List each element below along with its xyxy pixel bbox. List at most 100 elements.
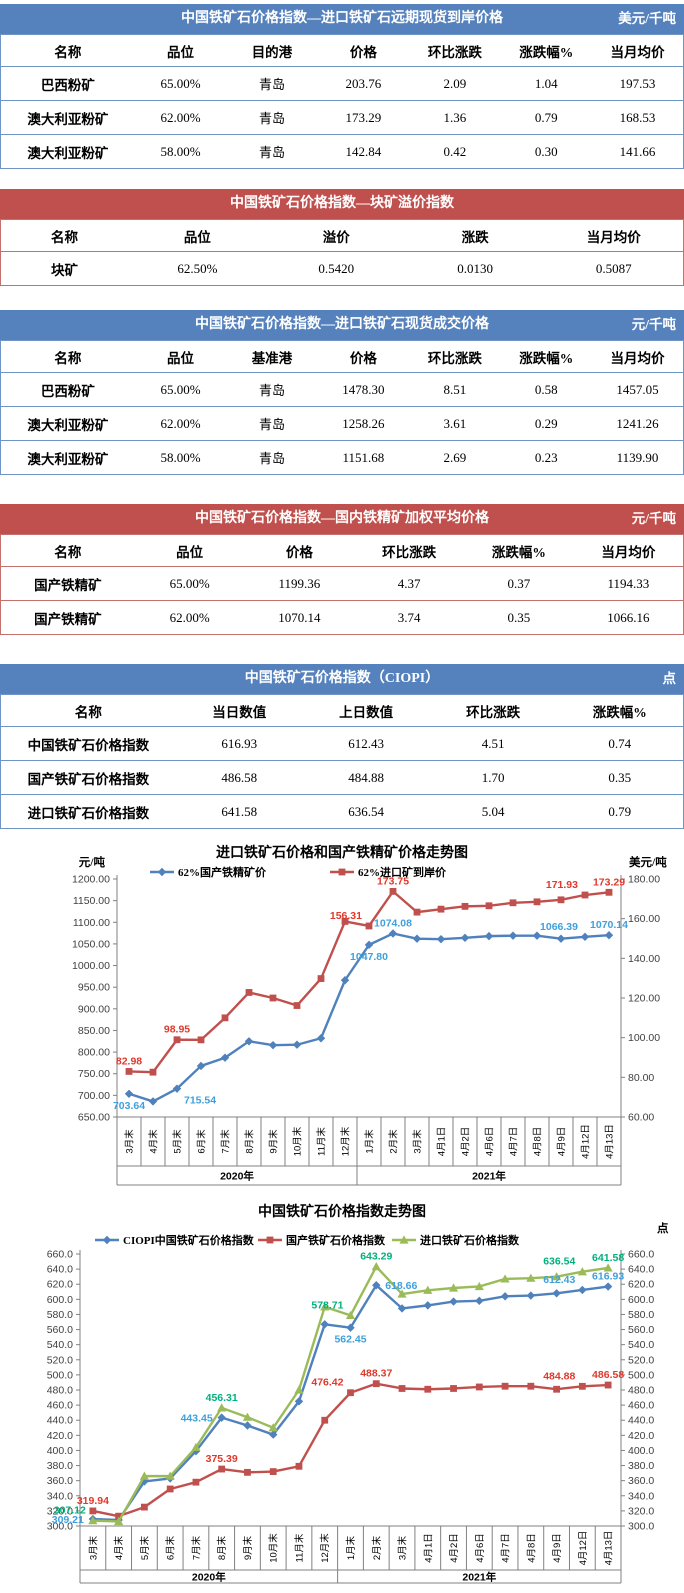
y-axis-tick-label: 900.00 xyxy=(78,1003,110,1015)
data-point-marker xyxy=(604,930,614,940)
data-point-marker xyxy=(245,989,253,996)
value-cell: 0.35 xyxy=(463,600,574,635)
value-cell: 0.79 xyxy=(556,794,684,829)
y-axis-tick-label: 750.00 xyxy=(78,1068,110,1080)
y-axis-tick-label: 620.0 xyxy=(47,1279,73,1291)
value-cell: 1070.14 xyxy=(244,600,355,635)
data-point-marker xyxy=(423,1285,433,1294)
data-point-marker xyxy=(551,1272,562,1281)
table-unit: 元/千吨 xyxy=(631,317,676,332)
y-axis-tick-label: 180.00 xyxy=(628,874,660,886)
data-point-marker xyxy=(475,1383,483,1391)
y-axis-tick-label: 440.0 xyxy=(628,1415,654,1427)
table-row: 国产铁精矿 62.00% 1070.14 3.74 0.35 1066.16 xyxy=(0,600,684,635)
column-header: 当月均价 xyxy=(544,219,684,252)
series-line xyxy=(92,1382,609,1518)
legend-item: 62%国产铁精矿价 xyxy=(150,865,267,879)
data-label: 375.39 xyxy=(206,1453,238,1465)
value-cell: 2.69 xyxy=(409,440,501,475)
x-axis-category-label: 4月末 xyxy=(148,1129,160,1154)
value-cell: 65.00% xyxy=(160,75,201,91)
x-axis-category-label: 6月末 xyxy=(196,1129,208,1154)
value-cell: 203.76 xyxy=(345,75,382,91)
y-axis-tick-label: 360.0 xyxy=(628,1475,654,1487)
x-axis-category-label: 9月末 xyxy=(268,1129,280,1154)
data-point-marker xyxy=(347,1389,354,1397)
value-cell: 62.50% xyxy=(177,260,218,276)
series-line xyxy=(128,890,610,1074)
y-axis-tick-label: 540.0 xyxy=(47,1339,73,1351)
value-cell: 636.54 xyxy=(302,794,430,829)
x-axis-category-label: 11月末 xyxy=(316,1127,328,1156)
data-point-marker xyxy=(449,1297,458,1306)
data-point-marker xyxy=(221,1014,229,1022)
data-point-marker xyxy=(475,1296,484,1306)
x-axis-category-label: 4月6日 xyxy=(475,1533,486,1563)
y-axis-tick-label: 100.00 xyxy=(628,1032,660,1044)
data-point-marker xyxy=(364,940,374,950)
row-name-cell: 国产铁矿石价格指数 xyxy=(0,760,176,795)
data-point-marker xyxy=(413,908,421,916)
data-label: 173.29 xyxy=(593,876,625,888)
value-cell: 65.00% xyxy=(160,381,201,397)
x-axis-category-label: 7月末 xyxy=(220,1129,232,1154)
data-point-marker xyxy=(460,933,470,943)
data-point-marker xyxy=(577,1267,587,1276)
data-label: 484.88 xyxy=(543,1370,575,1382)
data-point-marker xyxy=(603,1263,613,1272)
data-label: 616.93 xyxy=(592,1271,624,1283)
value-cell: 2.09 xyxy=(443,75,467,91)
x-axis-category-label: 3月末 xyxy=(397,1535,409,1560)
column-header: 环比涨跌 xyxy=(409,34,501,67)
y-axis-tick-label: 380.0 xyxy=(47,1460,73,1472)
x-axis-category-label: 4月13日 xyxy=(604,1531,615,1566)
row-name-cell: 澳大利亚粉矿 xyxy=(0,134,135,169)
y-axis-tick-label: 580.0 xyxy=(47,1309,73,1321)
column-header: 基准港 xyxy=(226,340,318,373)
value-cell: 612.43 xyxy=(348,735,385,751)
data-point-marker xyxy=(243,1421,252,1430)
row-name-cell: 澳大利亚粉矿 xyxy=(0,440,135,475)
table-row: 国产铁矿石价格指数 486.58 484.88 1.70 0.35 xyxy=(0,760,684,795)
table-unit: 点 xyxy=(662,671,677,686)
table-title: 中国铁矿石价格指数（CIOPI） xyxy=(244,671,440,686)
y-axis-tick-label: 420.0 xyxy=(47,1430,73,1442)
x-axis-category-label: 10月末 xyxy=(268,1533,280,1563)
data-point-marker xyxy=(341,918,349,925)
y-axis-tick-label: 80.00 xyxy=(628,1072,654,1084)
data-point-marker xyxy=(340,976,350,985)
data-point-marker xyxy=(141,1503,148,1511)
value-cell: 0.58 xyxy=(534,381,558,397)
data-label: 486.58 xyxy=(592,1369,624,1381)
year-group-label: 2021年 xyxy=(472,1170,506,1183)
value-cell: 168.53 xyxy=(592,100,684,135)
value-cell: 62.00% xyxy=(134,600,245,635)
data-point-marker xyxy=(317,975,325,982)
data-point-marker xyxy=(437,905,445,913)
table-import-spot-price: 中国铁矿石价格指数—进口铁矿石现货成交价格 元/千吨 名称 品位 基准港 价格 环比涨跌… xyxy=(0,310,684,475)
data-point-marker xyxy=(526,1273,536,1282)
value-cell: 0.23 xyxy=(500,440,593,475)
table-header-row: 名称 品位 目的港 价格 环比涨跌 涨跌幅% 当月均价 xyxy=(0,34,684,67)
y-axis-tick-label: 460.0 xyxy=(628,1400,654,1412)
data-point-marker xyxy=(603,1282,613,1291)
x-axis-category-label: 5月末 xyxy=(172,1129,184,1154)
y-axis-tick-label: 850.00 xyxy=(78,1025,110,1037)
table-header-row: 名称 当日数值 上日数值 环比涨跌 涨跌幅% xyxy=(0,694,684,727)
data-point-marker xyxy=(578,1382,586,1390)
y-axis-tick-label: 400.0 xyxy=(47,1445,73,1457)
table-header-bar: 中国铁矿石价格指数—块矿溢价指数 xyxy=(0,189,684,219)
value-cell: 1194.33 xyxy=(607,575,650,591)
table-unit: 元/千吨 xyxy=(631,511,676,526)
table-row: 巴西粉矿 65.00% 青岛 1478.30 8.51 0.58 1457.05 xyxy=(1,373,684,407)
y-axis-tick-label: 140.00 xyxy=(628,953,660,965)
column-header: 涨跌幅% xyxy=(463,534,574,567)
price-table: 名称 当日数值 上日数值 环比涨跌 涨跌幅% 中国铁矿石价格指数 616.93 612.43 4… xyxy=(0,694,684,829)
data-label: 643.29 xyxy=(360,1251,392,1263)
row-name-cell: 国产铁精矿 xyxy=(0,600,135,635)
legend-label: 62%进口矿到岸价 xyxy=(358,865,447,879)
x-axis-category-label: 4月9日 xyxy=(557,1127,568,1157)
data-point-marker xyxy=(389,887,397,895)
row-name-cell: 巴西粉矿 xyxy=(40,77,95,93)
x-axis-category-label: 3月末 xyxy=(412,1129,424,1154)
